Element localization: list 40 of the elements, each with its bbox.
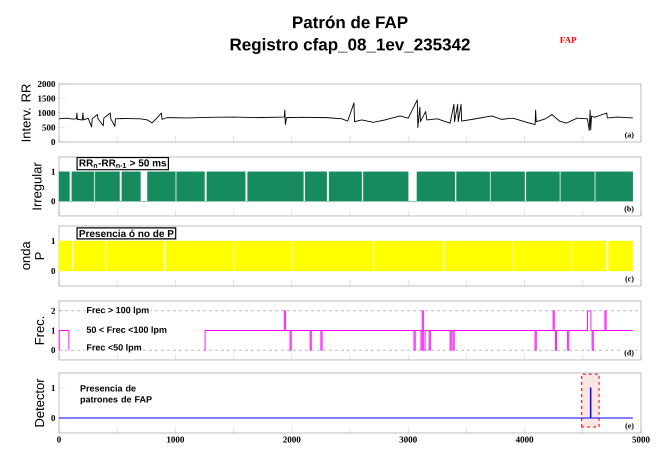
y-tick-label: 2 — [51, 308, 56, 314]
y-axis-title: Frec. — [35, 316, 44, 344]
y-tick-label: 1 — [52, 385, 56, 391]
y-tick-label: 1000 — [38, 110, 56, 116]
annotation: (c) — [625, 276, 634, 283]
annotation: Presencia de patrones de FAP — [80, 384, 152, 404]
line-series — [58, 99, 634, 131]
y-tick-label: 1 — [52, 238, 56, 244]
text: FAP — [560, 36, 576, 43]
chart-subtitle: Registro cfap_08_1ev_235342 — [230, 38, 470, 54]
y-tick-label: 1 — [52, 328, 56, 334]
x-tick-label: 3000 — [400, 436, 417, 443]
y-tick-label: 1 — [52, 168, 56, 175]
x-tick-label: 5000 — [632, 436, 650, 443]
y-axis-title: Interv. RR — [22, 84, 31, 142]
annotation: Frec > 100 lpm — [86, 306, 149, 316]
annotation: 50 < Frec <100 lpm — [86, 326, 166, 335]
x-tick-label: 4000 — [516, 436, 534, 443]
y-axis-title: Irregular — [32, 162, 44, 210]
annotation: Frec <50 lpm — [86, 344, 142, 352]
y-tick-label: 0 — [51, 138, 56, 146]
y-tick-label: 1500 — [38, 95, 56, 102]
y-tick-label: 0 — [51, 198, 56, 204]
annotation: RR$_{n}$-RR$_{n-1}$ > 50 ms — [80, 159, 166, 168]
annotation: (e) — [625, 422, 634, 430]
annotation: (b) — [624, 206, 634, 214]
y-tick-label: 0 — [51, 414, 56, 422]
annotation: Presencia ó no de P — [80, 230, 174, 238]
y-tick-label: 0 — [51, 347, 56, 354]
x-tick-label: 2000 — [283, 436, 300, 443]
y-tick-label: 500 — [42, 124, 56, 131]
y-tick-label: 0 — [51, 268, 56, 274]
x-tick-label: 1000 — [167, 436, 184, 443]
chart-title: Patrón de FAP — [293, 16, 408, 28]
annotation: (d) — [624, 350, 634, 358]
annotation: (a) — [624, 132, 634, 140]
y-tick-label: 2000 — [38, 80, 56, 88]
x-tick-label: 0 — [57, 436, 61, 443]
y-axis-title: onda P — [20, 241, 44, 270]
y-axis-title: Detector — [35, 378, 44, 426]
